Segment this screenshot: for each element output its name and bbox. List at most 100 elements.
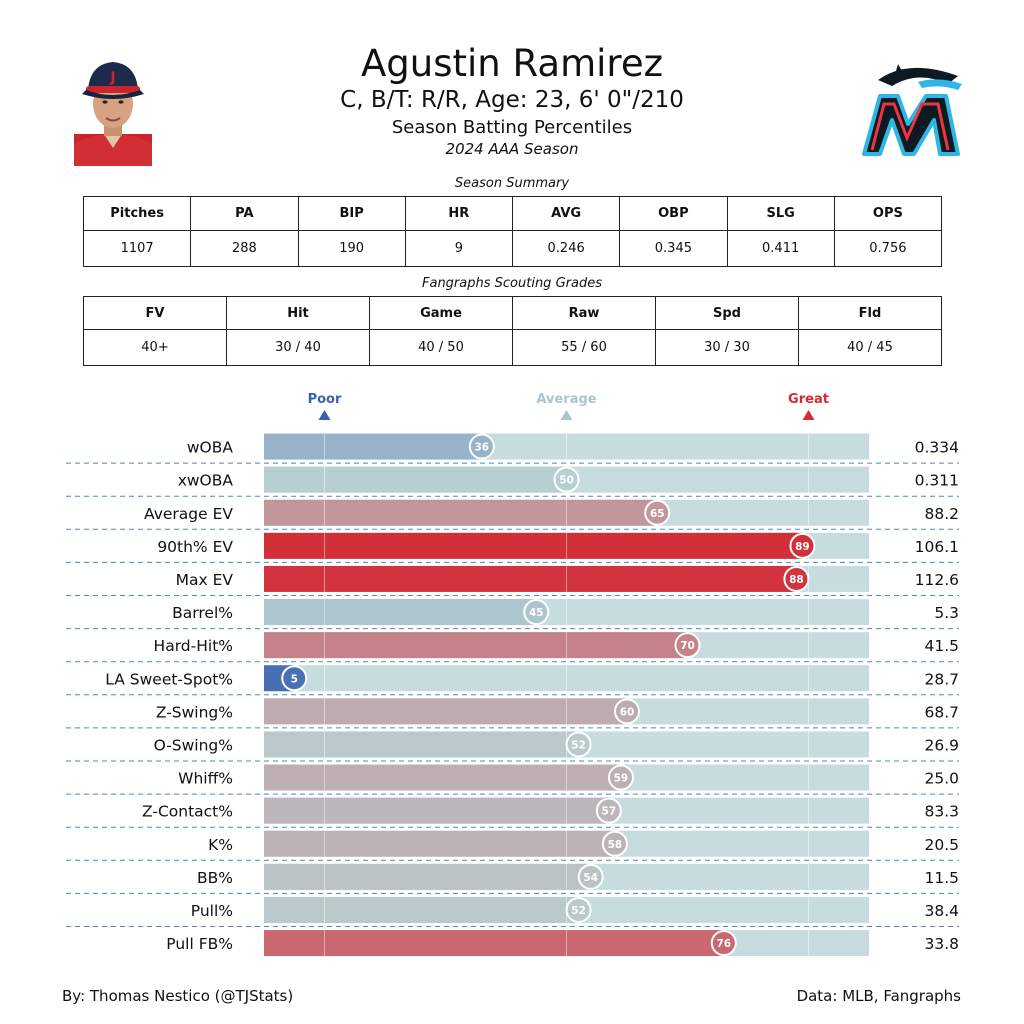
scouting-header: Spd xyxy=(655,296,799,330)
percentile-label: 36 xyxy=(474,442,489,454)
metric-value: 26.9 xyxy=(924,736,959,754)
summary-value: 288 xyxy=(190,230,299,267)
metric-value: 0.311 xyxy=(915,472,959,490)
scouting-header: Fld xyxy=(798,296,942,330)
bar-row: 54 BB% 11.5 xyxy=(197,863,959,890)
summary-header: OPS xyxy=(833,196,943,231)
percentile-marker xyxy=(523,599,550,626)
summary-value: 1107 xyxy=(82,230,192,267)
bar-row: 59 Whiff% 25.0 xyxy=(178,764,959,791)
summary-value: 0.345 xyxy=(619,230,728,267)
player-bio: C, B/T: R/R, Age: 23, 6' 0"/210 xyxy=(340,87,684,113)
summary-header: HR xyxy=(404,196,514,231)
metric-label: wOBA xyxy=(187,439,234,457)
scouting-value: 40 / 45 xyxy=(798,329,942,366)
percentile-marker xyxy=(595,797,622,824)
scale-label-great: Great xyxy=(788,392,829,407)
metric-value: 68.7 xyxy=(924,703,959,721)
percentile-marker xyxy=(565,896,592,923)
bar xyxy=(264,532,803,559)
percentile-label: 52 xyxy=(571,905,586,917)
season-summary-table: Pitches PA BIP HR AVG OBP SLG OPS 1107 2… xyxy=(82,196,943,267)
scouting-value: 55 / 60 xyxy=(512,329,656,366)
bar xyxy=(264,499,658,526)
bar-row: 58 K% 20.5 xyxy=(208,830,959,857)
metric-label: xwOBA xyxy=(178,472,234,490)
metric-label: Z-Contact% xyxy=(142,803,233,821)
percentile-chart: Poor Average Great 36 wOBA 0.334 50 xwOBA 0.311 6… xyxy=(66,392,959,957)
metric-label: K% xyxy=(208,836,233,854)
summary-header: OBP xyxy=(619,196,728,231)
bar xyxy=(264,466,567,493)
scouting-header: FV xyxy=(83,296,227,330)
summary-header: SLG xyxy=(726,196,835,231)
percentile-label: 57 xyxy=(602,806,617,818)
footer-source: Data: MLB, Fangraphs xyxy=(796,987,961,1005)
metric-label: LA Sweet-Spot% xyxy=(105,670,233,688)
metric-label: Hard-Hit% xyxy=(154,637,233,655)
metric-value: 88.2 xyxy=(924,505,959,523)
scale-label-poor: Poor xyxy=(308,392,342,407)
season-label: 2024 AAA Season xyxy=(445,140,579,158)
scale-marker-average xyxy=(560,410,573,420)
percentile-label: 70 xyxy=(680,640,695,652)
scouting-value: 30 / 30 xyxy=(655,329,799,366)
percentile-marker xyxy=(607,764,634,791)
scale-marker-great xyxy=(802,410,815,420)
bar-row: 36 wOBA 0.334 xyxy=(187,433,959,460)
percentile-marker xyxy=(644,499,671,526)
metric-label: Max EV xyxy=(176,571,234,589)
bar-row: 52 Pull% 38.4 xyxy=(191,896,959,923)
percentile-label: 76 xyxy=(716,938,731,950)
scouting-value: 30 / 40 xyxy=(226,329,370,366)
bar xyxy=(264,599,537,626)
percentile-label: 65 xyxy=(650,508,665,520)
team-logo xyxy=(858,58,966,160)
percentile-label: 5 xyxy=(291,673,298,685)
bar xyxy=(264,797,609,824)
percentile-label: 60 xyxy=(620,706,635,718)
scouting-header: Raw xyxy=(512,296,656,330)
scouting-header: Hit xyxy=(226,296,370,330)
bar xyxy=(264,698,627,725)
season-summary-caption: Season Summary xyxy=(454,176,570,191)
summary-value: 0.411 xyxy=(726,230,835,267)
percentile-label: 50 xyxy=(559,475,574,487)
summary-header: AVG xyxy=(511,196,621,231)
percentile-marker xyxy=(674,632,701,659)
summary-header: Pitches xyxy=(82,196,192,231)
metric-label: O-Swing% xyxy=(154,736,233,754)
player-headshot: J xyxy=(74,56,152,166)
summary-value: 0.246 xyxy=(511,230,621,267)
bar xyxy=(264,731,579,758)
bar xyxy=(264,930,724,957)
bar-row: 88 Max EV 112.6 xyxy=(176,565,959,592)
percentile-marker xyxy=(601,830,628,857)
metric-label: BB% xyxy=(197,869,233,887)
summary-header: PA xyxy=(190,196,299,231)
bar-row: 76 Pull FB% 33.8 xyxy=(166,930,959,957)
percentile-marker xyxy=(783,565,810,592)
scouting-value: 40+ xyxy=(83,329,227,366)
percentile-marker xyxy=(614,698,640,725)
percentile-label: 45 xyxy=(529,607,544,619)
bar xyxy=(264,863,591,890)
metric-label: Pull FB% xyxy=(166,935,233,953)
bar-row: 65 Average EV 88.2 xyxy=(144,499,959,526)
metric-value: 0.334 xyxy=(915,439,959,457)
scale-marker-poor xyxy=(318,410,331,420)
summary-header: BIP xyxy=(297,196,406,231)
summary-value: 9 xyxy=(404,230,514,267)
metric-label: Barrel% xyxy=(172,604,233,622)
bar-row: 57 Z-Contact% 83.3 xyxy=(142,797,959,824)
footer-credit: By: Thomas Nestico (@TJStats) xyxy=(62,987,294,1005)
metric-value: 112.6 xyxy=(915,571,959,589)
scouting-caption: Fangraphs Scouting Grades xyxy=(422,276,602,291)
bar-row: 89 90th% EV 106.1 xyxy=(157,532,959,559)
bar xyxy=(264,433,482,460)
percentile-label: 54 xyxy=(583,872,598,884)
metric-value: 106.1 xyxy=(915,538,959,556)
bar-row: 45 Barrel% 5.3 xyxy=(172,599,959,626)
summary-value: 0.756 xyxy=(833,230,943,267)
metric-label: Average EV xyxy=(144,505,233,523)
